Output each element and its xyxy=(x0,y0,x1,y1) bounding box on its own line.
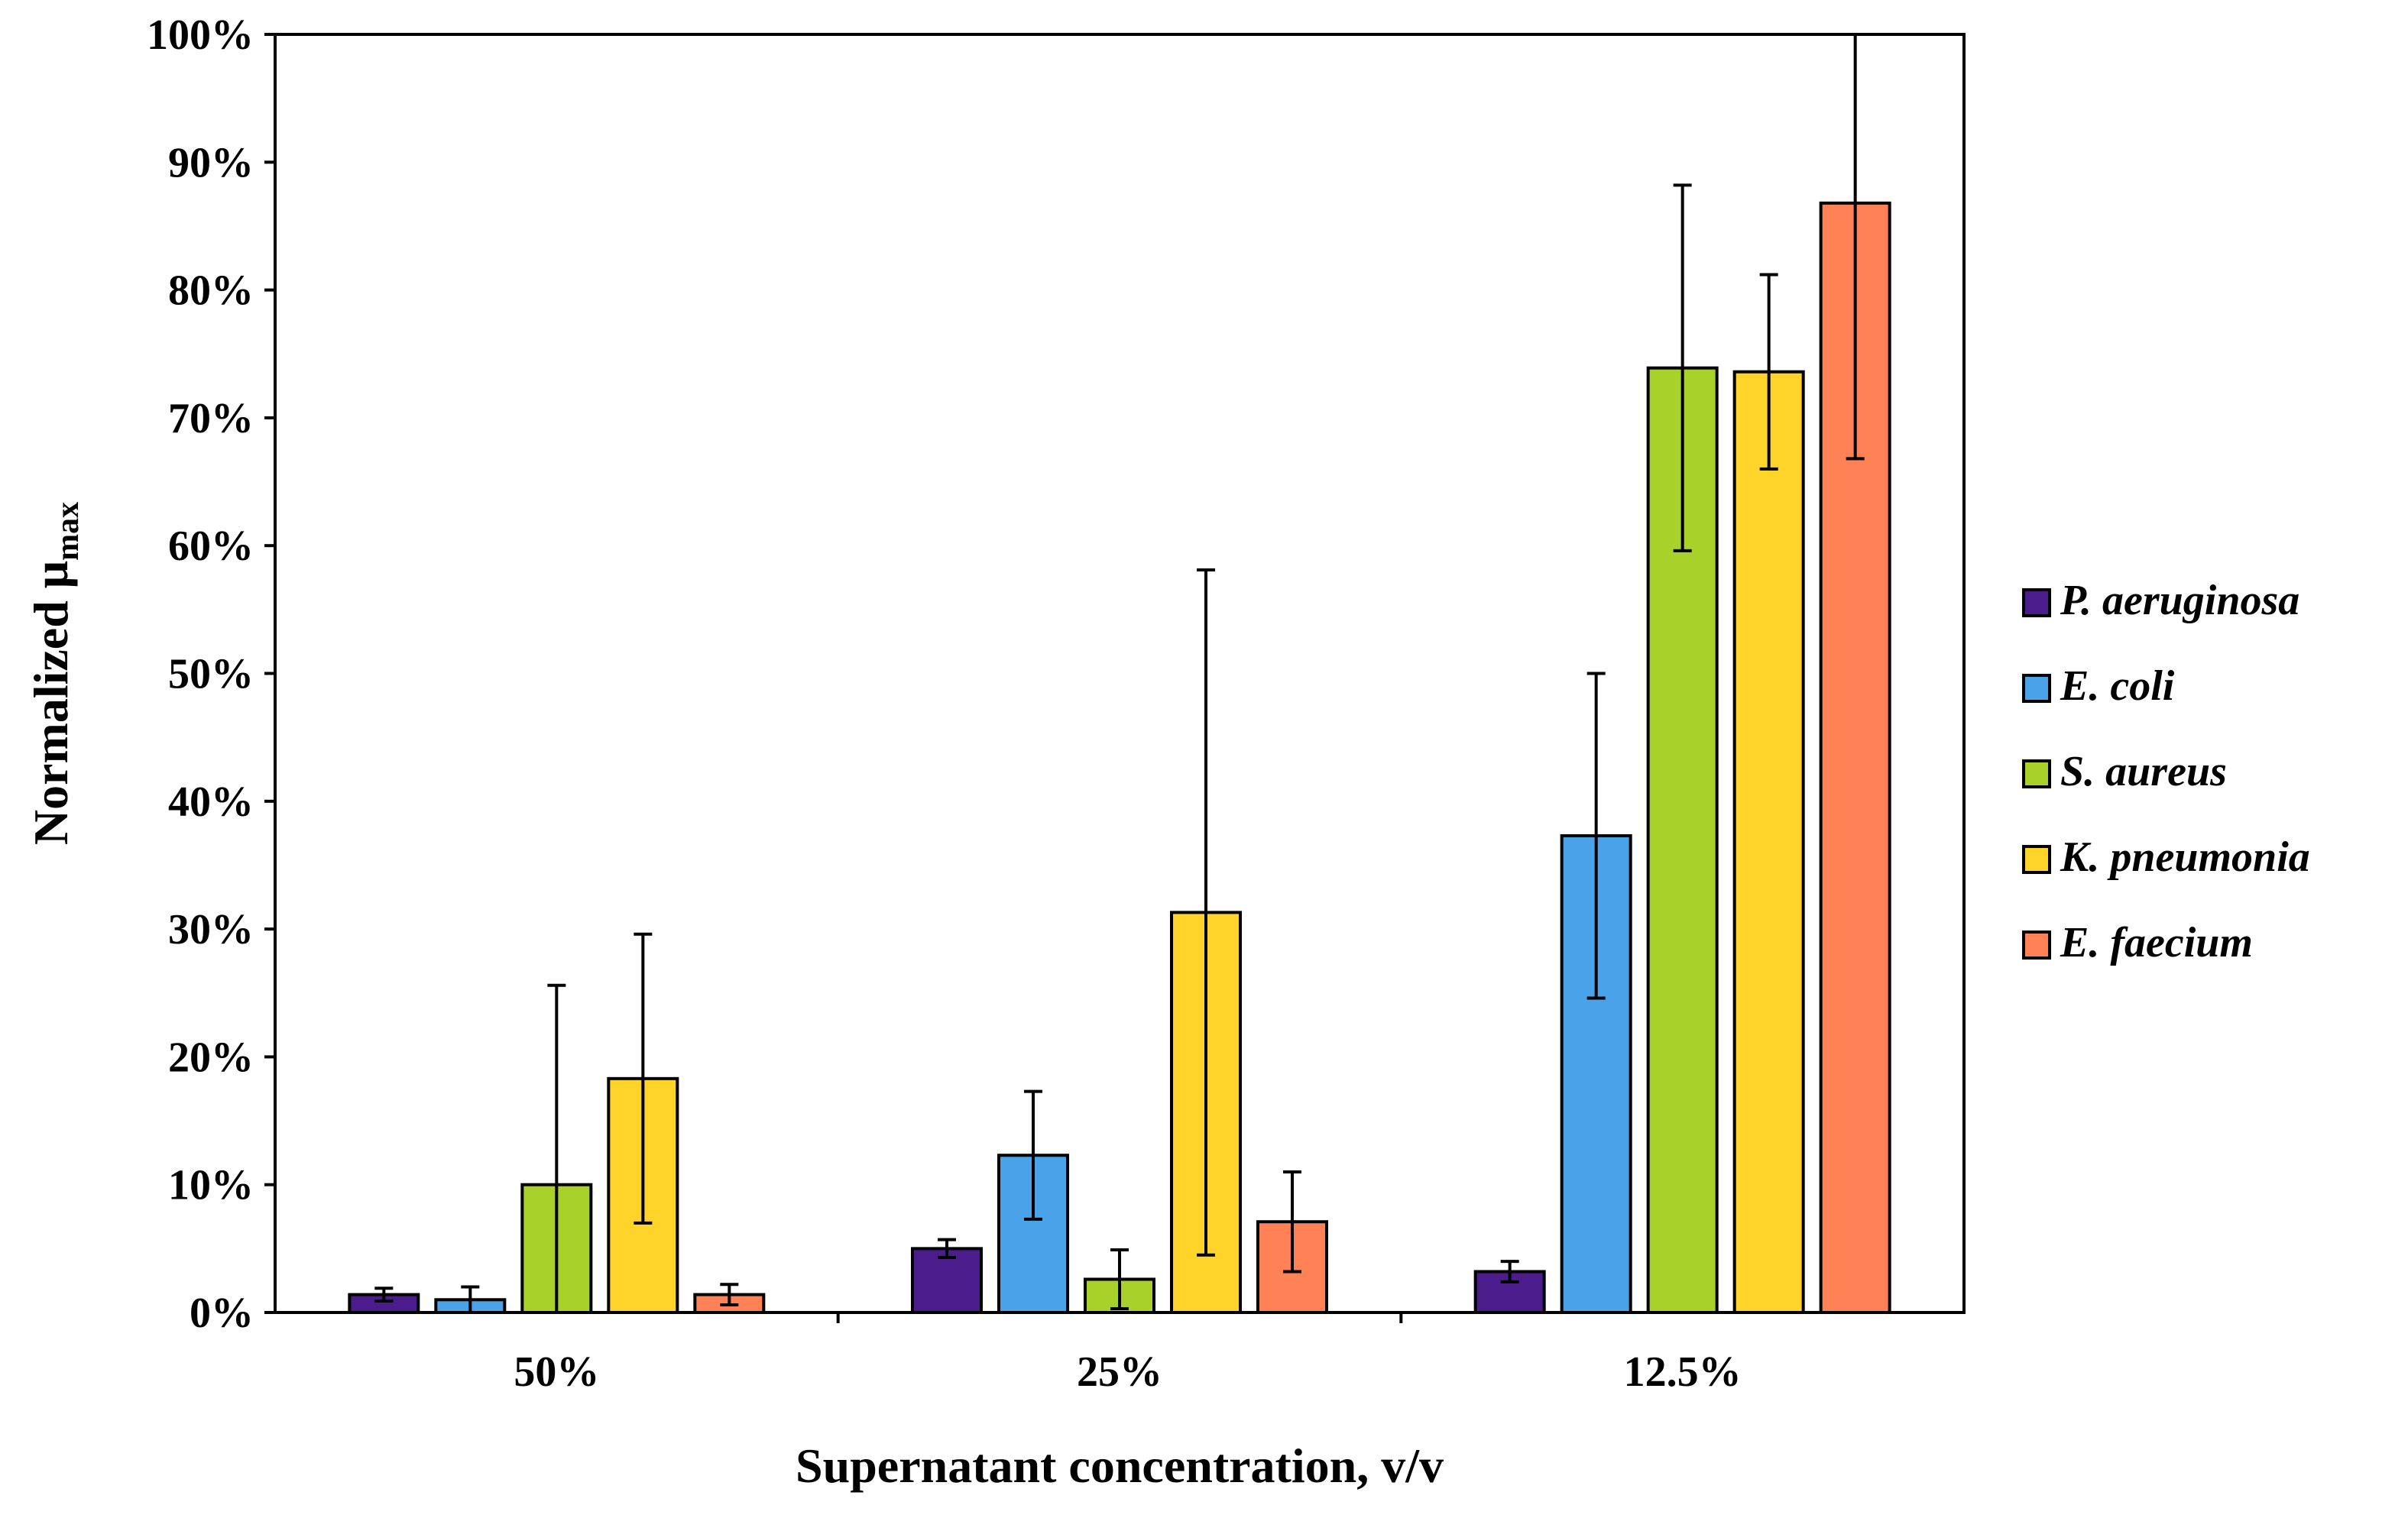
error-bar xyxy=(1197,568,1215,1257)
legend-swatch xyxy=(2022,931,2051,960)
legend-label: E. faecium xyxy=(2060,919,2253,966)
y-axis-title-main: Normalized μ xyxy=(24,561,78,845)
y-tick-label: 0% xyxy=(190,1290,254,1337)
x-tick-label: 50% xyxy=(514,1348,599,1396)
x-tick-label: 12.5% xyxy=(1624,1348,1742,1396)
legend-swatch xyxy=(2022,588,2051,617)
y-tick-label: 80% xyxy=(168,267,254,315)
x-axis-title: Supernatant concentration, v/v xyxy=(796,1439,1444,1493)
error-bar xyxy=(1759,273,1778,471)
legend-item: E. faecium xyxy=(2022,919,2253,966)
legend-item: S. aureus xyxy=(2022,748,2227,795)
legend-label: S. aureus xyxy=(2060,748,2227,795)
y-tick-label: 40% xyxy=(168,778,254,826)
error-bar xyxy=(720,1283,739,1306)
error-bar xyxy=(1586,672,1606,1000)
y-tick-label: 100% xyxy=(147,11,254,59)
y-tick-label: 20% xyxy=(168,1034,254,1081)
legend-swatch xyxy=(2022,759,2051,788)
x-tick-label: 25% xyxy=(1077,1348,1162,1396)
bar-k-pneumonia-2 xyxy=(1732,370,1805,1314)
error-bars-layer xyxy=(374,33,1865,1314)
error-bar xyxy=(1500,1260,1519,1283)
legend-label: P. aeruginosa xyxy=(2060,577,2299,624)
error-bar xyxy=(1024,1089,1042,1221)
y-tick-label: 90% xyxy=(168,139,254,186)
y-tick-label: 30% xyxy=(168,906,254,953)
error-bar xyxy=(938,1238,956,1260)
y-tick-label: 60% xyxy=(168,523,254,570)
y-tick-label: 10% xyxy=(168,1162,254,1209)
error-bar xyxy=(374,1287,394,1303)
error-bar xyxy=(1110,1248,1129,1310)
y-tick-label: 50% xyxy=(168,651,254,698)
error-bar xyxy=(634,932,653,1225)
legend-label: E. coli xyxy=(2060,662,2175,710)
legend-swatch xyxy=(2022,674,2051,703)
y-axis: 0% 10% 20% 30% 40% 50% 60% 70% 80% 90% 100% xyxy=(147,11,275,1337)
legend-item: K. pneumonia xyxy=(2022,833,2310,881)
y-axis-title: Normalized μmax xyxy=(24,502,86,845)
legend-swatch xyxy=(2022,845,2051,874)
y-tick-label: 70% xyxy=(168,395,254,442)
bars-layer xyxy=(348,201,1891,1315)
x-axis: 50% 25% 12.5% xyxy=(514,1312,1742,1396)
y-axis-title-subscript: max xyxy=(50,502,86,561)
error-bar xyxy=(1283,1170,1301,1274)
legend-item: P. aeruginosa xyxy=(2022,577,2299,624)
legend-item: E. coli xyxy=(2022,662,2175,710)
legend-label: K. pneumonia xyxy=(2060,833,2310,881)
legend: P. aeruginosa E. coli S. aureus K. pneumoni… xyxy=(2022,577,2310,966)
error-bar xyxy=(1673,183,1692,552)
